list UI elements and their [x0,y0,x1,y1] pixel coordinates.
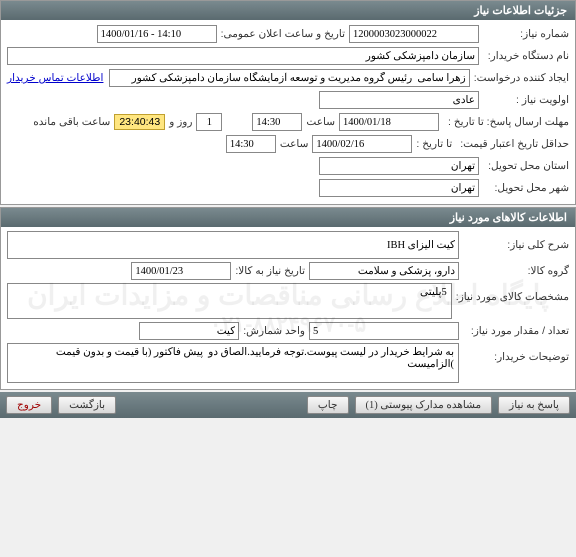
priority-input[interactable] [319,91,479,109]
deadline-date-input[interactable] [339,113,439,131]
panel2-header: اطلاعات کالاهای مورد نیاز [1,208,575,227]
spec-textarea[interactable] [7,283,452,319]
qty-label: تعداد / مقدار مورد نیاز: [459,325,569,337]
buyer-notes-textarea[interactable] [7,343,459,383]
respond-button[interactable]: پاسخ به نیاز [498,396,570,414]
back-button[interactable]: بازگشت [58,396,116,414]
spec-label: مشخصات کالای مورد نیاز: [452,283,569,303]
priority-label: اولویت نیاز : [479,94,569,106]
buyer-org-input[interactable] [7,47,479,65]
announce-label: تاریخ و ساعت اعلان عمومی: [217,28,349,40]
goods-info-panel: اطلاعات کالاهای مورد نیاز پایگاه اطلاع ر… [0,207,576,390]
deadline-label: مهلت ارسال پاسخ: تا تاریخ : [439,116,569,128]
unit-label: واحد شمارش: [239,325,309,337]
panel1-body: شماره نیاز: تاریخ و ساعت اعلان عمومی: نا… [1,20,575,204]
need-date-input[interactable] [131,262,231,280]
need-date-label: تاریخ نیاز به کالا: [231,265,309,277]
delivery-province-input[interactable] [319,157,479,175]
group-input[interactable] [309,262,459,280]
buyer-org-label: نام دستگاه خریدار: [479,50,569,62]
attachments-button[interactable]: مشاهده مدارک پیوستی (1) [355,396,493,414]
delivery-province-label: استان محل تحویل: [479,160,569,172]
need-details-panel: جزئیات اطلاعات نیاز شماره نیاز: تاریخ و … [0,0,576,205]
buyer-notes-label: توضیحات خریدار: [459,343,569,363]
min-credit-to-label: تا تاریخ : [412,138,456,150]
announce-input[interactable] [97,25,217,43]
days-label: روز و [165,116,196,128]
print-button[interactable]: چاپ [307,396,349,414]
delivery-city-label: شهر محل تحویل: [479,182,569,194]
time-label-2: ساعت [276,138,313,150]
deadline-time-input[interactable] [252,113,302,131]
time-label-1: ساعت [302,116,339,128]
countdown-timer: 23:40:43 [114,114,165,130]
need-number-label: شماره نیاز: [479,28,569,40]
delivery-city-input[interactable] [319,179,479,197]
footer-bar: پاسخ به نیاز مشاهده مدارک پیوستی (1) چاپ… [0,392,576,418]
group-label: گروه کالا: [459,265,569,277]
panel2-body: پایگاه اطلاع رسانی مناقصات و مزایدات ایر… [1,227,575,389]
exit-button[interactable]: خروج [6,396,52,414]
desc-label: شرح کلی نیاز: [459,239,569,251]
min-credit-label: حداقل تاریخ اعتبار قیمت: [456,138,569,150]
creator-input[interactable] [109,69,469,87]
qty-input[interactable] [309,322,459,340]
min-credit-date-input[interactable] [312,135,412,153]
need-number-input[interactable] [349,25,479,43]
remaining-label: ساعت باقی مانده [33,116,114,128]
unit-input[interactable] [139,322,239,340]
creator-label: ایجاد کننده درخواست: [470,72,569,84]
panel1-header: جزئیات اطلاعات نیاز [1,1,575,20]
days-input[interactable] [196,113,222,131]
desc-input[interactable] [7,231,459,259]
min-credit-time-input[interactable] [226,135,276,153]
contact-link[interactable]: اطلاعات تماس خریدار [7,72,103,84]
